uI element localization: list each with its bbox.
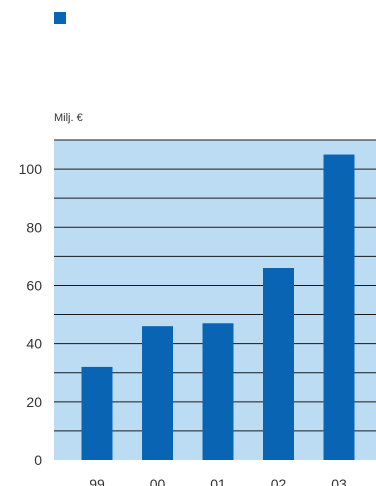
x-tick-label: 00: [150, 476, 166, 486]
y-axis-unit-label: Milj. €: [54, 112, 83, 124]
bars: [81, 154, 355, 460]
bar-01: [202, 323, 234, 460]
bar-02: [263, 268, 294, 460]
x-tick-label: 01: [210, 476, 226, 486]
x-tick-label: 02: [271, 476, 287, 486]
bar-99: [81, 366, 113, 460]
y-tick-label: 0: [34, 452, 42, 468]
y-tick-labels: 0 20 40 60 80 100: [19, 161, 43, 468]
legend-marker: [54, 12, 66, 24]
x-tick-label: 03: [331, 476, 347, 486]
x-tick-label: 99: [89, 476, 105, 486]
y-tick-label: 60: [26, 277, 42, 293]
x-tick-labels: 99 00 01 02 03: [89, 476, 347, 486]
y-tick-label: 100: [19, 161, 43, 177]
y-tick-label: 40: [26, 336, 42, 352]
y-tick-label: 80: [26, 219, 42, 235]
bar-03: [323, 154, 355, 460]
bar-00: [142, 326, 173, 460]
y-tick-label: 20: [26, 394, 42, 410]
